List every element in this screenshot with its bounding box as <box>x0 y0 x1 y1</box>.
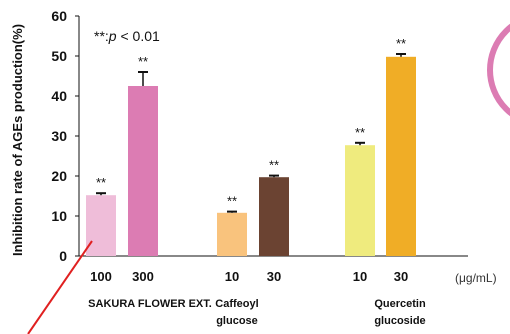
y-axis-label: Inhibition rate of AGEs production(%) <box>10 24 25 256</box>
bar <box>345 145 375 256</box>
note-sep: : <box>105 28 109 44</box>
y-tick-label: 20 <box>51 168 67 184</box>
dose-label: 30 <box>394 269 408 284</box>
dose-label: 100 <box>90 269 112 284</box>
group-label: Caffeoyl <box>215 298 258 310</box>
bar <box>386 56 416 256</box>
significance-mark: ** <box>138 54 148 69</box>
pointer-line <box>27 240 93 334</box>
y-tick-label: 50 <box>51 48 67 64</box>
y-tick-label: 10 <box>51 208 67 224</box>
significance-mark: ** <box>396 36 406 51</box>
significance-mark: ** <box>96 175 106 190</box>
dose-label: 10 <box>225 269 239 284</box>
dose-label: 300 <box>132 269 154 284</box>
y-tick-label: 40 <box>51 88 67 104</box>
group-label: glucoside <box>374 315 425 327</box>
significance-mark: ** <box>269 158 279 173</box>
y-tick-label: 60 <box>51 8 67 24</box>
dose-label: 30 <box>267 269 281 284</box>
group-label: glucose <box>216 315 258 327</box>
y-tick-label: 30 <box>51 128 67 144</box>
significance-mark: ** <box>355 125 365 140</box>
note-stars: ** <box>94 28 105 44</box>
unit-label: (μg/mL) <box>455 271 497 285</box>
bar <box>259 177 289 256</box>
significance-note: **:p < 0.01 <box>94 28 160 44</box>
note-p: p <box>108 28 117 44</box>
decor-ring <box>487 23 510 117</box>
bar <box>128 86 158 256</box>
y-tick-label: 0 <box>59 248 67 264</box>
group-label: SAKURA FLOWER EXT. <box>88 298 212 310</box>
bar <box>86 195 116 256</box>
bar <box>217 212 247 256</box>
group-label: Quercetin <box>374 298 426 310</box>
dose-label: 10 <box>353 269 367 284</box>
significance-mark: ** <box>227 194 237 209</box>
note-rest: < 0.01 <box>117 28 160 44</box>
